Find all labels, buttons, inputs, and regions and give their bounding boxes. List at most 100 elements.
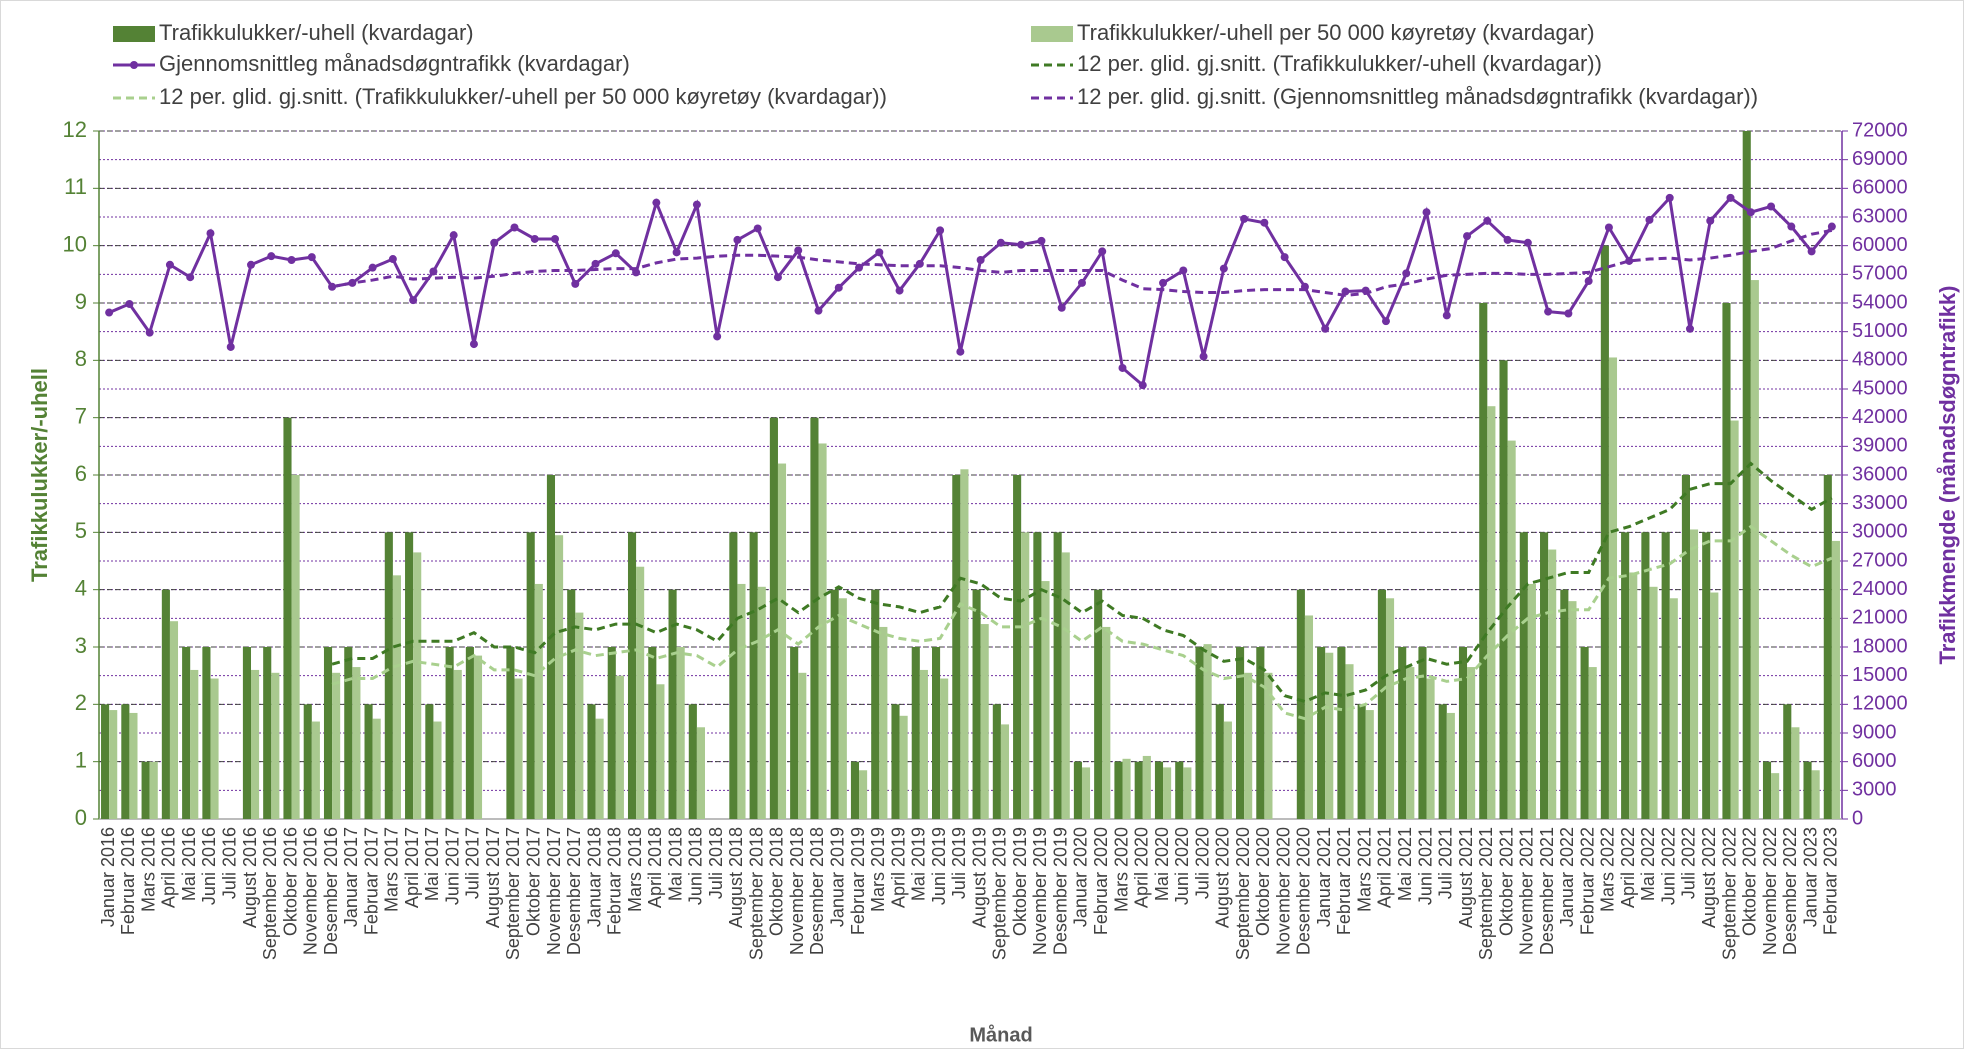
y-tick-label: 3: [75, 633, 87, 658]
x-tick-label: Februar 2018: [605, 827, 625, 935]
x-tick-label: August 2021: [1456, 827, 1476, 928]
legend-swatch: [1031, 26, 1073, 42]
bar: [109, 710, 118, 819]
x-tick-label: Mai 2018: [665, 827, 685, 901]
x-tick-label: August 2018: [726, 827, 746, 928]
bar: [818, 443, 827, 819]
line-marker: [409, 296, 418, 305]
bar: [810, 417, 819, 819]
bar: [413, 552, 422, 819]
line-marker: [328, 282, 337, 291]
x-tick-label: Desember 2021: [1537, 827, 1557, 955]
bar: [425, 704, 434, 819]
bar: [1771, 773, 1780, 819]
line-marker: [1017, 240, 1026, 249]
x-tick-label: Februar 2021: [1334, 827, 1354, 935]
bar: [1223, 721, 1232, 819]
bar: [1365, 710, 1374, 819]
x-tick-label: Januar 2021: [1314, 827, 1334, 927]
y2-tick-label: 57000: [1852, 263, 1908, 285]
x-tick-label: Juli 2016: [219, 827, 239, 899]
y-tick-label: 0: [75, 805, 87, 830]
y2-tick-label: 36000: [1852, 463, 1908, 485]
bar: [1823, 475, 1832, 819]
x-tick-label: November 2020: [1273, 827, 1293, 955]
bar: [1621, 532, 1630, 819]
x-tick-label: August 2019: [969, 827, 989, 928]
bar: [696, 727, 705, 819]
legend-label: 12 per. glid. gj.snitt. (Trafikkulukker/…: [1077, 51, 1602, 76]
x-tick-label: August 2020: [1213, 827, 1233, 928]
line-marker: [125, 299, 134, 308]
bar: [101, 704, 110, 819]
bar: [129, 712, 138, 819]
bar: [1540, 532, 1549, 819]
bar: [1175, 761, 1184, 819]
bar: [1398, 647, 1407, 819]
x-tick-label: Mai 2021: [1395, 827, 1415, 901]
x-tick-label: Juli 2020: [1192, 827, 1212, 899]
x-tick-label: Januar 2018: [584, 827, 604, 927]
line-marker: [1706, 216, 1715, 225]
x-tick-label: Juli 2022: [1679, 827, 1699, 899]
line-marker: [1260, 218, 1269, 227]
bar: [931, 647, 941, 819]
x-tick-label: Mars 2017: [382, 827, 402, 912]
bar: [1244, 672, 1253, 819]
y-tick-label: 4: [75, 575, 87, 600]
x-tick-label: November 2021: [1517, 827, 1537, 955]
line-marker: [1179, 266, 1188, 275]
x-tick-label: August 2022: [1699, 827, 1719, 928]
bar: [1183, 767, 1192, 819]
legend-marker: [130, 61, 138, 69]
bar: [392, 575, 401, 819]
x-tick-label: Mars 2022: [1598, 827, 1618, 912]
line-marker: [1442, 311, 1451, 320]
bar: [263, 647, 272, 819]
x-tick-label: November 2016: [301, 827, 321, 955]
line-marker: [895, 286, 904, 295]
line-marker: [1422, 208, 1431, 217]
bar: [473, 655, 483, 819]
x-tick-label: Oktober 2016: [280, 827, 300, 936]
x-tick-label: Desember 2019: [1050, 827, 1070, 955]
bar: [575, 612, 584, 819]
bar: [952, 475, 961, 819]
bar: [798, 672, 807, 819]
bar: [1061, 552, 1070, 819]
x-tick-label: Juli 2018: [706, 827, 726, 899]
y-tick-label: 9: [75, 289, 87, 314]
bar: [1649, 586, 1658, 819]
x-tick-label: Oktober 2021: [1496, 827, 1516, 936]
line-marker: [1787, 222, 1796, 231]
bar: [251, 669, 260, 819]
y2-tick-label: 66000: [1852, 177, 1908, 199]
line-marker: [855, 263, 864, 272]
bar: [323, 647, 333, 819]
line-marker: [1483, 216, 1492, 225]
bar: [190, 669, 199, 819]
bar: [1831, 540, 1840, 819]
line-marker: [1544, 307, 1553, 316]
bar: [1791, 727, 1800, 819]
bar: [1203, 644, 1212, 819]
line-marker: [632, 268, 641, 277]
line-marker: [713, 332, 722, 341]
y2-tick-label: 24000: [1852, 578, 1908, 600]
bar: [344, 647, 353, 819]
x-tick-label: Mars 2019: [868, 827, 888, 912]
y2-tick-label: 18000: [1852, 635, 1908, 657]
bar: [627, 532, 637, 819]
line-marker: [1746, 208, 1755, 217]
bar: [546, 475, 556, 819]
y2-tick-label: 15000: [1852, 664, 1908, 686]
bar: [1519, 532, 1528, 819]
bar: [1560, 589, 1569, 819]
line-marker: [1219, 264, 1228, 273]
bar: [311, 721, 320, 819]
bar: [433, 721, 442, 819]
x-tick-label: September 2016: [260, 827, 280, 960]
line-marker: [976, 256, 985, 264]
x-tick-label: August 2017: [483, 827, 503, 928]
